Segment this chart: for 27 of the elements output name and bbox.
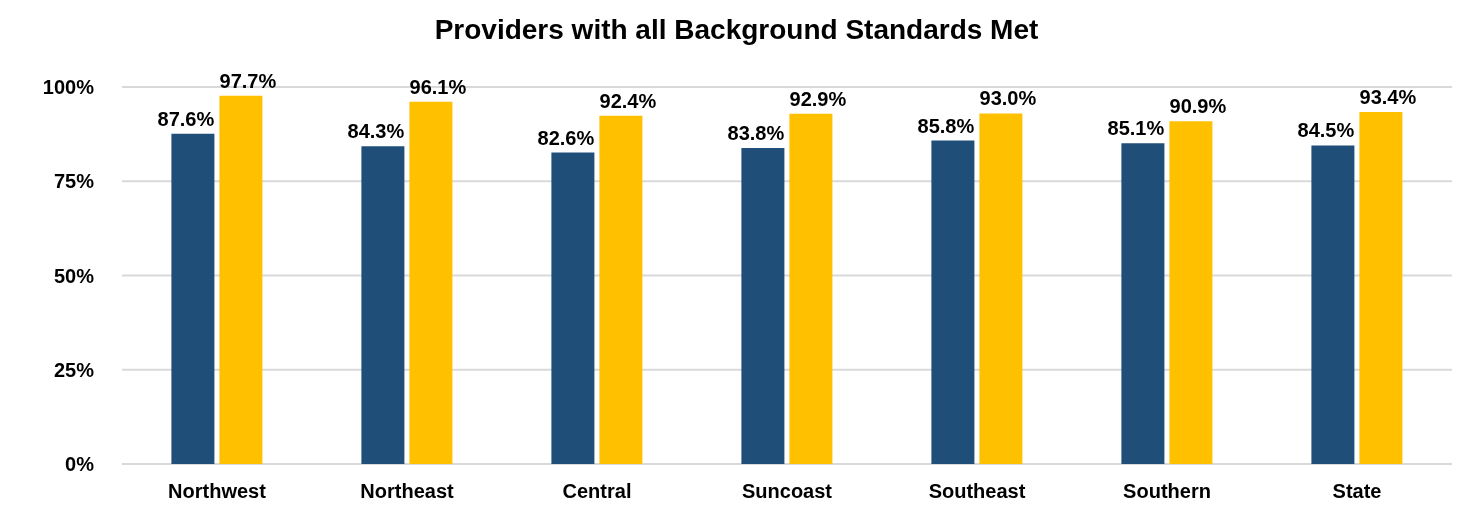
data-label: 84.5% <box>1297 119 1355 142</box>
x-tick-label: Suncoast <box>741 480 833 503</box>
data-label: 93.4% <box>1359 85 1417 108</box>
y-tick-label: 50% <box>53 264 95 287</box>
y-tick-label: 100% <box>42 76 95 99</box>
y-tick-label: 25% <box>53 358 95 381</box>
data-label: 83.8% <box>727 122 785 145</box>
data-label: 85.8% <box>917 114 975 137</box>
data-label: 90.9% <box>1169 95 1227 118</box>
y-tick-label: 0% <box>65 453 95 476</box>
x-tick-label: State <box>1332 480 1382 503</box>
data-label: 84.3% <box>347 120 405 143</box>
chart-title: Providers with all Background Standards Met <box>433 13 1040 47</box>
x-tick-label: Northwest <box>168 480 267 503</box>
data-label: 92.9% <box>789 87 847 110</box>
x-tick-label: Southern <box>1123 480 1211 503</box>
data-label: 87.6% <box>157 107 215 130</box>
y-tick-label: 75% <box>53 170 95 193</box>
data-label: 93.0% <box>979 87 1037 110</box>
data-label: 96.1% <box>409 75 467 98</box>
x-tick-label: Northeast <box>360 480 455 503</box>
data-label: 92.4% <box>599 89 657 112</box>
x-tick-label: Central <box>562 480 632 503</box>
data-label: 82.6% <box>537 126 595 149</box>
data-label: 85.1% <box>1107 117 1165 140</box>
x-tick-label: Southeast <box>928 480 1026 503</box>
data-label: 97.7% <box>219 69 277 92</box>
